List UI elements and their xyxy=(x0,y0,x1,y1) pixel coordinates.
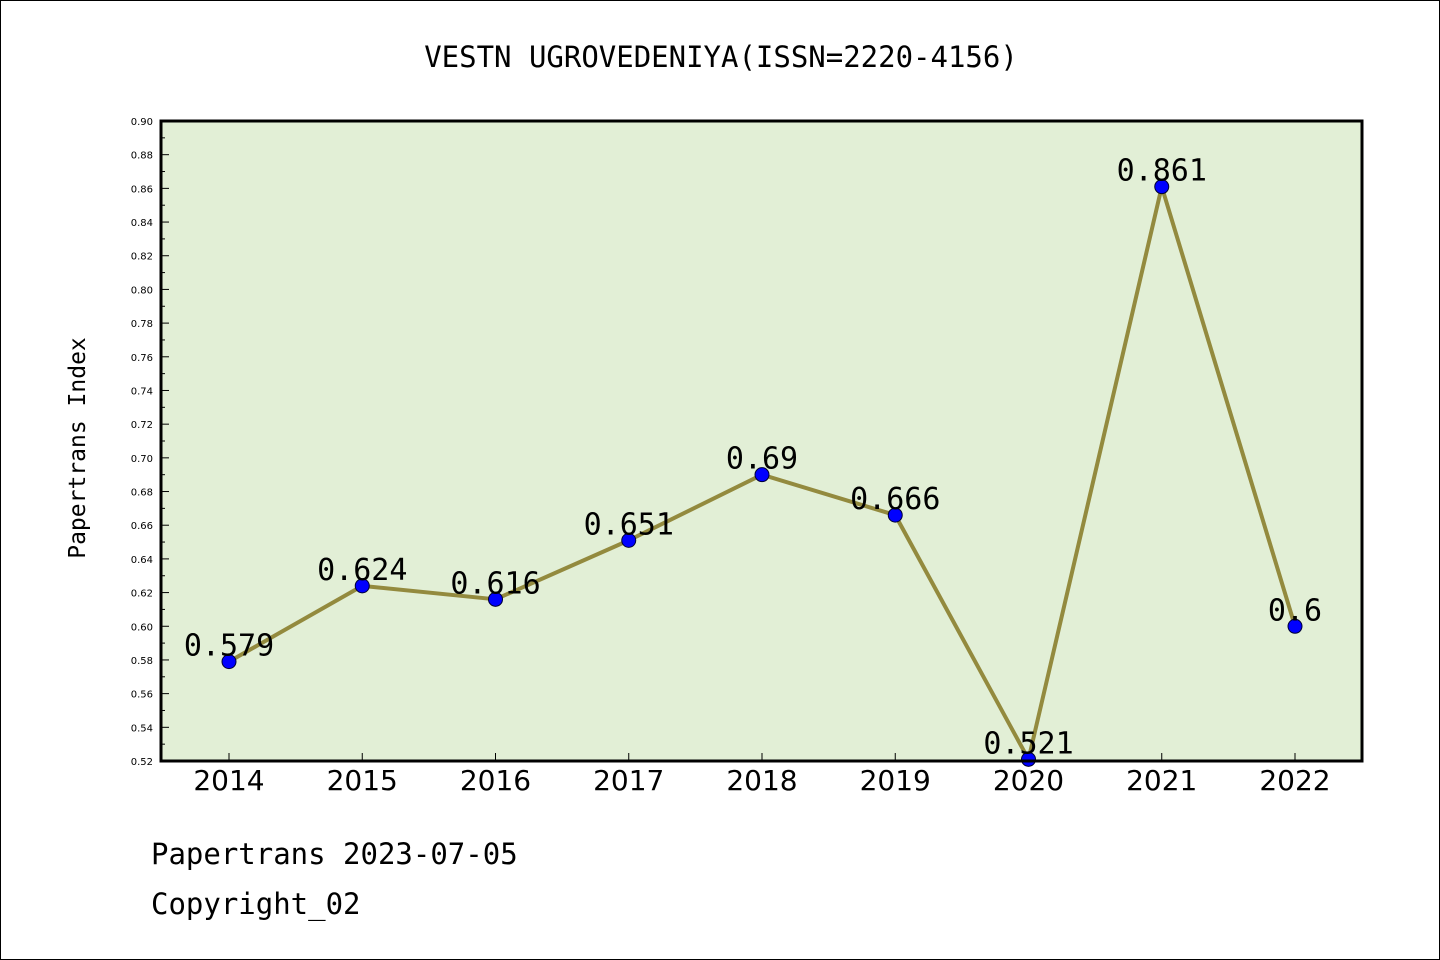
footer-date-text: Papertrans 2023-07-05 xyxy=(151,837,518,871)
x-tick-label: 2015 xyxy=(327,764,398,797)
y-tick-label: 0.90 xyxy=(131,117,153,128)
y-tick-label: 0.62 xyxy=(131,589,153,600)
data-label: 0.666 xyxy=(850,482,940,517)
data-label: 0.624 xyxy=(317,553,407,588)
x-tick-label: 2019 xyxy=(860,764,931,797)
y-tick-label: 0.82 xyxy=(131,252,153,263)
x-tick-label: 2018 xyxy=(726,764,797,797)
y-tick-label: 0.54 xyxy=(131,723,153,734)
chart-title: VESTN UGROVEDENIYA(ISSN=2220-4156) xyxy=(424,40,1018,74)
data-point-marker xyxy=(621,532,637,548)
data-point-marker xyxy=(354,578,370,594)
y-tick-label: 0.88 xyxy=(131,151,153,162)
data-point-marker xyxy=(1287,618,1303,634)
data-label: 0.69 xyxy=(726,442,798,477)
y-tick-label: 0.56 xyxy=(131,690,153,701)
y-tick-label: 0.72 xyxy=(131,420,153,431)
plot-area xyxy=(161,121,1362,761)
series-line-group xyxy=(221,179,1303,767)
data-label: 0.861 xyxy=(1117,154,1207,189)
data-label: 0.651 xyxy=(584,507,674,542)
y-tick-label: 0.78 xyxy=(131,319,153,330)
data-point-marker xyxy=(1154,179,1170,195)
x-tick-label: 2017 xyxy=(593,764,664,797)
data-label: 0.616 xyxy=(450,566,540,601)
x-axis-ticks: 2014 2015 2016 2017 2018 2019 2020 2021 2022 xyxy=(193,753,1331,797)
x-tick-label: 2020 xyxy=(993,764,1064,797)
y-tick-label: 0.64 xyxy=(131,555,153,566)
y-tick-label: 0.66 xyxy=(131,521,153,532)
y-tick-label: 0.58 xyxy=(131,656,153,667)
data-label: 0.579 xyxy=(184,629,274,664)
data-point-marker xyxy=(887,507,903,523)
data-label: 0.521 xyxy=(983,726,1073,761)
data-point-marker xyxy=(488,591,503,607)
x-tick-label: 2021 xyxy=(1126,764,1197,797)
x-tick-label: 2022 xyxy=(1259,764,1330,797)
y-tick-label: 0.80 xyxy=(131,285,153,296)
y-tick-label: 0.86 xyxy=(131,184,153,195)
data-label: 0.6 xyxy=(1268,593,1322,628)
y-tick-label: 0.84 xyxy=(131,218,153,229)
y-tick-label: 0.74 xyxy=(131,386,153,397)
y-axis-label: Papertrans Index xyxy=(65,337,91,559)
x-tick-label: 2016 xyxy=(460,764,531,797)
data-labels: 0.579 0.624 0.616 0.651 0.69 0.666 0.521 0.861 0… xyxy=(184,154,1322,762)
data-point-marker xyxy=(754,467,770,483)
data-point-marker xyxy=(221,654,237,670)
data-point-marker xyxy=(1021,751,1036,767)
plot-border xyxy=(159,119,1364,763)
y-tick-label: 0.52 xyxy=(131,757,153,768)
y-tick-label: 0.70 xyxy=(131,454,153,465)
y-tick-label: 0.68 xyxy=(131,488,153,499)
footer-copyright-text: Copyright_02 xyxy=(151,887,361,921)
y-tick-label: 0.60 xyxy=(131,622,153,633)
y-tick-label: 0.76 xyxy=(131,353,153,364)
x-tick-label: 2014 xyxy=(193,764,264,797)
